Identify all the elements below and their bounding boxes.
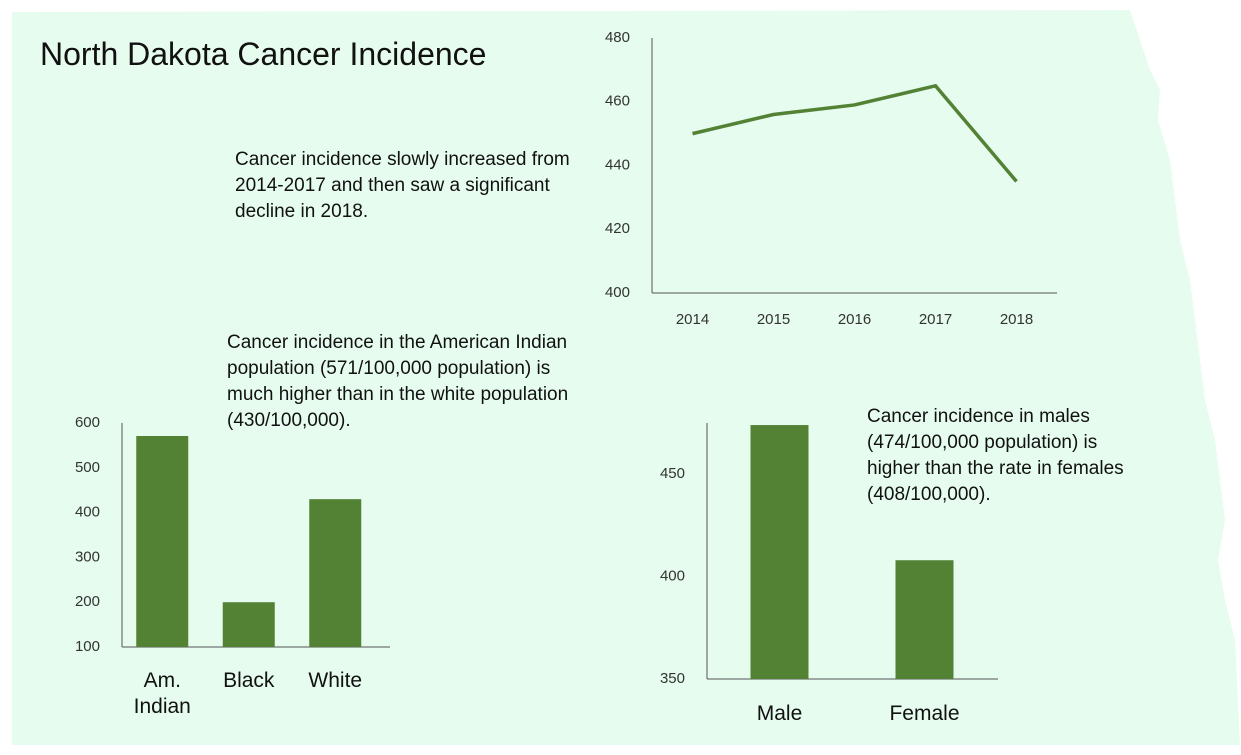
y-tick-label: 500 (75, 459, 100, 476)
y-tick-label: 100 (75, 638, 100, 655)
bar (309, 499, 362, 647)
annotation: Cancer incidence in males (474/100,000 p… (867, 406, 1124, 505)
x-tick-label: Male (756, 702, 803, 725)
y-tick-label: 300 (75, 548, 100, 565)
y-tick-label: 420 (605, 220, 630, 237)
y-tick-label: 480 (605, 29, 630, 46)
y-tick-label: 450 (660, 465, 685, 482)
x-tick-label: 2018 (1000, 311, 1033, 328)
x-tick-label: 2017 (919, 311, 952, 328)
annotation: Cancer incidence slowly increased from 2… (235, 149, 570, 222)
bar (136, 435, 189, 647)
y-tick-label: 400 (605, 284, 630, 301)
y-tick-label: 350 (660, 670, 685, 687)
bar (750, 425, 809, 679)
y-tick-label: 460 (605, 93, 630, 110)
y-tick-label: 600 (75, 414, 100, 431)
bar (222, 602, 275, 647)
x-tick-label: 2015 (757, 311, 790, 328)
x-tick-label: 2014 (676, 311, 709, 328)
bar (895, 560, 954, 679)
x-tick-label: White (308, 669, 363, 692)
y-tick-label: 400 (75, 504, 100, 521)
x-tick-label: 2016 (838, 311, 871, 328)
y-tick-label: 440 (605, 156, 630, 173)
background-map (12, 10, 1240, 745)
x-tick-label: Black (223, 669, 275, 692)
annotation: Cancer incidence in the American Indian … (227, 332, 569, 431)
x-tick-label: Am. Indian (133, 669, 191, 718)
page-title: North Dakota Cancer Incidence (40, 36, 487, 72)
y-tick-label: 200 (75, 593, 100, 610)
x-tick-label: Female (889, 702, 960, 725)
y-tick-label: 400 (660, 568, 685, 585)
line (692, 83, 1018, 183)
